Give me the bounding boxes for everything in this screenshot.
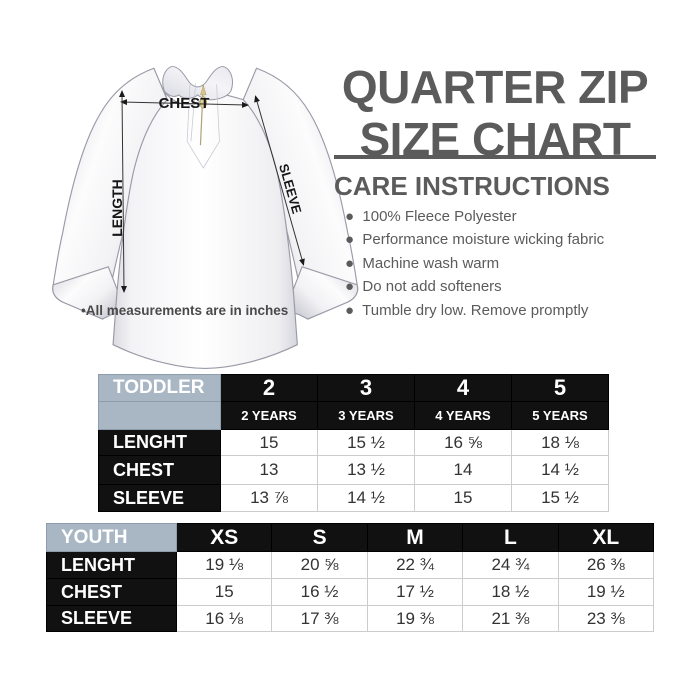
svg-text:LENGTH: LENGTH xyxy=(109,179,125,237)
svg-text:CHEST: CHEST xyxy=(159,95,210,112)
svg-text:•All measurements are in inche: •All measurements are in inches xyxy=(81,303,288,318)
